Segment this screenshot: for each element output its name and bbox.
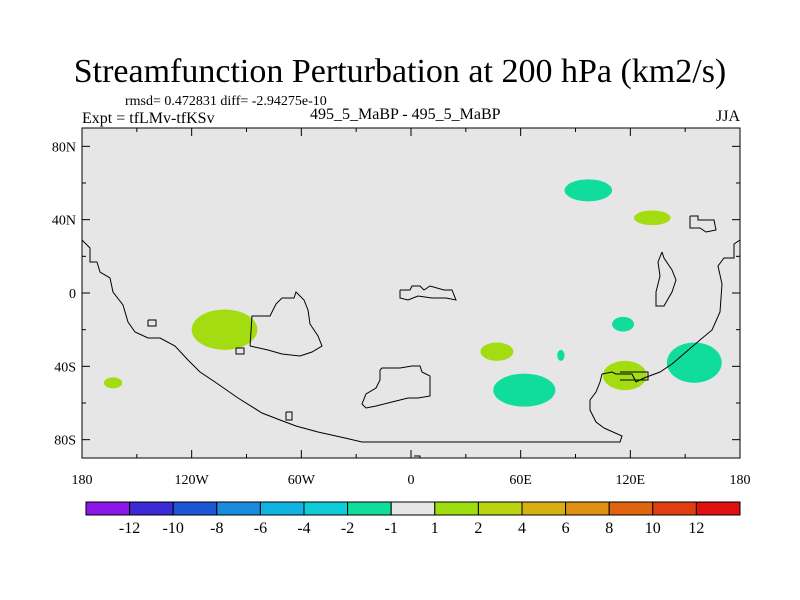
colorbar-labels: -12 -10 -8 -6 -4 -2 -1 1 2 4 6 8 10 12 — [119, 520, 704, 537]
anomaly-positive-1 — [103, 377, 123, 389]
colorbar-box-11 — [565, 501, 610, 516]
y-tick-label-0: 80N — [52, 140, 76, 155]
x-tick-label-3: 0 — [408, 473, 415, 488]
colorbar-label-5: -2 — [341, 520, 354, 537]
colorbar-label-4: -4 — [297, 520, 310, 537]
colorbar-box-12 — [608, 501, 654, 516]
coastline-africa — [361, 365, 431, 409]
coastline-antarctic-peninsula — [285, 411, 293, 421]
colorbar-label-11: 8 — [605, 520, 613, 537]
colorbar-box-4 — [259, 501, 305, 516]
colorbar-box-1 — [129, 501, 174, 516]
colorbar-label-13: 12 — [688, 520, 704, 537]
anomaly-positive-4 — [633, 210, 671, 226]
axis-tick-labels: 180 120W 60W 0 60E 120E 180 80N 40N 0 40S 80S — [52, 140, 751, 488]
colorbar-box-7 — [390, 501, 436, 516]
colorbar-label-2: -8 — [210, 520, 223, 537]
colorbar-label-1: -10 — [163, 520, 184, 537]
coastline-small-islands — [147, 319, 157, 327]
colorbar-label-8: 2 — [474, 520, 482, 537]
colorbar-label-6: -1 — [385, 520, 398, 537]
case-label: 495_5_MaBP - 495_5_MaBP — [310, 106, 501, 123]
colorbar-label-0: -12 — [119, 520, 140, 537]
colorbar-box-10 — [521, 501, 567, 516]
colorbar-label-9: 4 — [518, 520, 526, 537]
anomaly-positive-3 — [602, 360, 647, 391]
season-label: JJA — [716, 108, 741, 125]
colorbar-box-0 — [85, 501, 131, 516]
anomaly-negative-6 — [612, 316, 634, 332]
colorbar-box-13 — [652, 501, 697, 516]
rmsd-diff-label: rmsd= 0.472831 diff= -2.94275e-10 — [125, 94, 327, 109]
axis-ticks — [81, 128, 741, 458]
colorbar-box-9 — [477, 501, 523, 516]
anomaly-positive-2 — [480, 342, 514, 361]
x-tick-label-5: 120E — [616, 473, 646, 488]
chart-title: Streamfunction Perturbation at 200 hPa (… — [73, 53, 727, 90]
colorbar-label-3: -6 — [254, 520, 267, 537]
coastlines — [82, 215, 740, 458]
coastline-indonesia — [620, 371, 649, 381]
coastline-americas-east — [249, 291, 323, 357]
x-tick-label-6: 180 — [730, 473, 751, 488]
y-tick-label-1: 40N — [52, 214, 76, 229]
anomaly-negative-7 — [493, 373, 556, 407]
x-tick-label-4: 60E — [509, 473, 532, 488]
colorbar-box-5 — [303, 501, 349, 516]
anomaly-negative-8 — [666, 342, 722, 383]
coastline-kamchatka — [689, 215, 717, 233]
coastline-south-america — [235, 347, 245, 355]
experiment-label: Expt = tfLMv-tfKSv — [82, 110, 215, 127]
coastline-americas-west — [82, 239, 623, 443]
y-tick-label-4: 80S — [54, 434, 76, 449]
anomaly-positive-0 — [191, 309, 258, 350]
colorbar-label-10: 6 — [562, 520, 570, 537]
anomaly-negative-9 — [557, 349, 565, 361]
plot-background — [82, 128, 740, 458]
coastline-asia-east — [589, 239, 740, 429]
coastline-madagascar — [414, 455, 421, 458]
anomaly-negative-5 — [564, 179, 613, 202]
coastline-japan — [655, 251, 677, 307]
x-tick-label-0: 180 — [72, 473, 93, 488]
x-tick-label-1: 120W — [175, 473, 210, 488]
anomaly-fields — [103, 179, 722, 407]
colorbar-box-14 — [695, 501, 741, 516]
colorbar-label-7: 1 — [431, 520, 439, 537]
x-tick-label-2: 60W — [288, 473, 316, 488]
colorbar-box-2 — [172, 501, 218, 516]
y-tick-label-2: 0 — [69, 287, 76, 302]
colorbar-box-3 — [216, 501, 261, 516]
y-tick-label-3: 40S — [54, 360, 76, 375]
colorbar-label-12: 10 — [645, 520, 661, 537]
colorbar-box-6 — [347, 501, 392, 516]
colorbar — [85, 501, 741, 516]
colorbar-box-8 — [434, 501, 479, 516]
coastline-europe — [399, 285, 457, 301]
